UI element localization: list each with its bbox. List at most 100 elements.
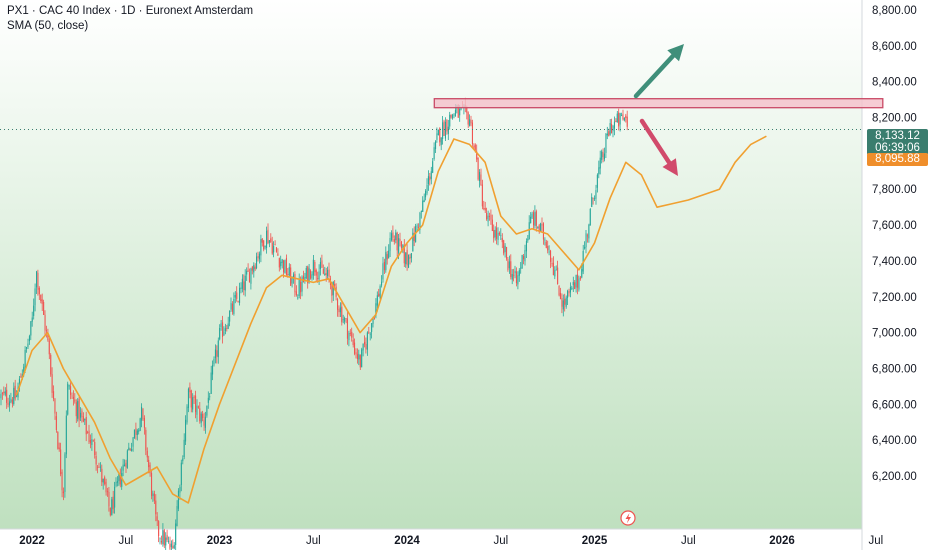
candle-body	[258, 253, 260, 260]
candle-body	[224, 328, 226, 332]
candle-body	[378, 293, 380, 297]
candle-body	[542, 223, 544, 240]
candle-body	[108, 492, 110, 507]
candle-body	[578, 278, 580, 290]
candle-body	[305, 268, 307, 279]
candle-body	[319, 261, 321, 269]
sma-value-badge: 8,095.88	[867, 153, 928, 166]
indicator-label[interactable]: SMA (50, close)	[7, 20, 89, 32]
candle-body	[91, 439, 93, 445]
candle-body	[189, 387, 191, 393]
candle-body	[467, 112, 469, 125]
candle-body	[256, 256, 258, 269]
candle-body	[622, 114, 624, 120]
candles-layer	[0, 97, 628, 550]
candle-body	[23, 366, 25, 376]
candle-body	[170, 543, 172, 548]
candle-body	[606, 133, 608, 136]
price-tick-label: 6,200.00	[872, 471, 917, 483]
candle-body	[277, 253, 279, 256]
candle-body	[162, 530, 164, 544]
candle-body	[474, 144, 476, 152]
price-tick-label: 8,800.00	[872, 5, 917, 17]
candle-body	[572, 282, 574, 286]
candle-body	[60, 449, 62, 475]
candle-body	[408, 254, 410, 268]
candle-body	[567, 290, 569, 298]
candle-body	[552, 262, 554, 276]
candle-body	[351, 331, 353, 338]
candle-body	[203, 419, 205, 426]
candle-body	[477, 157, 479, 180]
candle-body	[355, 352, 357, 355]
time-tick-label: Jul	[306, 535, 321, 547]
candle-body	[146, 450, 148, 458]
candle-body	[562, 300, 564, 310]
candle-body	[571, 287, 573, 290]
candle-body	[585, 233, 587, 248]
candle-body	[348, 333, 350, 341]
candle-body	[47, 332, 49, 341]
candle-body	[197, 406, 199, 408]
candle-body	[14, 385, 16, 399]
candle-body	[20, 376, 22, 378]
candle-body	[310, 270, 312, 279]
candle-body	[491, 219, 493, 231]
candle-body	[68, 385, 70, 387]
price-tick-label: 8,600.00	[872, 41, 917, 53]
candle-body	[87, 432, 89, 433]
candle-body	[454, 110, 456, 117]
lightning-icon-bolt	[625, 513, 631, 524]
candle-body	[302, 275, 304, 283]
candle-body	[101, 468, 103, 483]
candle-body	[483, 208, 485, 210]
candle-body	[85, 417, 87, 435]
candle-body	[169, 543, 171, 549]
candle-body	[626, 116, 628, 127]
candle-body	[569, 287, 571, 293]
candle-body	[300, 282, 302, 293]
candle-body	[423, 199, 425, 203]
candle-body	[78, 399, 80, 421]
candle-body	[435, 141, 437, 149]
candle-body	[365, 344, 367, 350]
time-axis[interactable]: 2022Jul2023Jul2024Jul2025Jul2026Jul2027J…	[19, 535, 932, 547]
candle-body	[334, 283, 336, 286]
candle-body	[345, 318, 347, 319]
candle-body	[322, 268, 324, 274]
arrow-down	[639, 118, 678, 176]
last-price-badge: 8,133.12 06:39:06	[867, 129, 928, 155]
candle-body	[124, 464, 126, 467]
candle-body	[28, 336, 30, 342]
candle-body	[112, 496, 114, 510]
candle-body	[337, 299, 339, 310]
price-axis[interactable]: 8,800.00 8,600.00 8,400.00 8,200.00 7,800.00…	[872, 5, 917, 483]
candle-body	[67, 383, 69, 415]
resistance-zone	[433, 98, 884, 109]
candle-body	[349, 332, 351, 334]
candle-body	[544, 239, 546, 241]
candle-body	[72, 396, 74, 399]
candle-body	[241, 278, 243, 289]
candle-body	[417, 226, 419, 228]
candle-body	[261, 238, 263, 243]
candle-body	[295, 291, 297, 296]
candle-body	[368, 331, 370, 333]
price-tick-label: 7,400.00	[872, 256, 917, 268]
candle-body	[275, 247, 277, 252]
candle-body	[141, 406, 143, 421]
candle-body	[57, 432, 59, 449]
candle-body	[177, 490, 179, 509]
candle-body	[520, 267, 522, 269]
candle-body	[479, 172, 481, 182]
candle-body	[89, 440, 91, 444]
candle-body	[315, 270, 317, 276]
candle-body	[389, 238, 391, 251]
candle-body	[450, 114, 452, 118]
time-tick-label: 2026	[769, 535, 795, 547]
candle-body	[135, 428, 137, 435]
candle-body	[71, 395, 73, 397]
candle-body	[237, 301, 239, 302]
